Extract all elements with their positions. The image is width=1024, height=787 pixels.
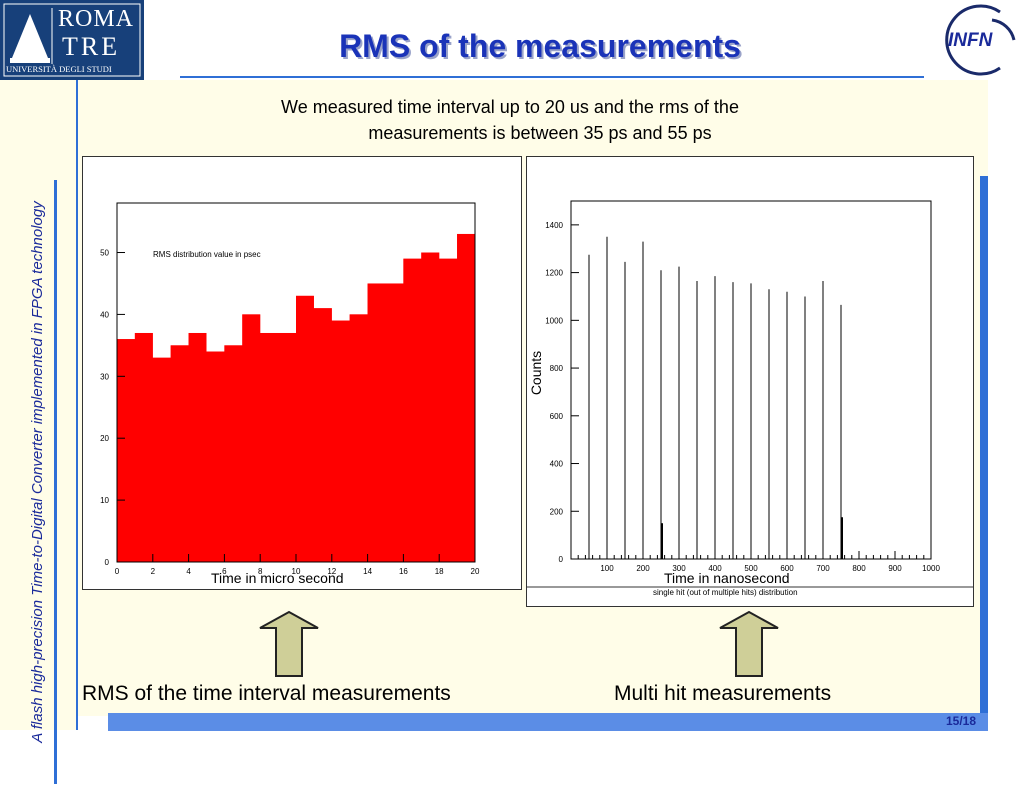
right-chart-ylabel: Counts [528, 350, 544, 396]
x-tick-label: 500 [744, 564, 758, 573]
histogram-bar [134, 332, 153, 562]
histogram-bar [278, 332, 296, 562]
rms-histogram: 0 10 20 30 40 50 0 2 4 6 8 10 12 14 16 18 20 RMS distribu… [100, 202, 480, 576]
histogram-bar [331, 320, 350, 562]
sidebar-title: A flash high-precision Time-to-Digital C… [29, 201, 46, 743]
title-underline [180, 76, 924, 78]
x-tick-label: 200 [636, 564, 650, 573]
histogram-bar [367, 283, 386, 562]
logo-tre-text: TRE [62, 32, 121, 61]
footer-bar: 15/18 [108, 713, 988, 731]
histogram-bar [188, 332, 207, 562]
right-chart-xlabel: Time in nanosecond [664, 570, 790, 586]
x-tick-label: 12 [327, 567, 336, 576]
histogram-bar [224, 345, 243, 562]
slide-subtitle: We measured time interval up to 20 us an… [190, 94, 830, 146]
x-tick-label: 14 [363, 567, 372, 576]
y-tick-label: 1400 [545, 221, 563, 230]
y-tick-label: 1200 [545, 269, 563, 278]
x-tick-label: 1000 [922, 564, 940, 573]
right-chart-frame: 0 200 400 600 800 1000 1200 1400 100 200 300 400 500… [526, 156, 974, 607]
y-tick-label: 40 [100, 310, 109, 319]
y-tick-label: 20 [100, 434, 109, 443]
histogram-bar [385, 283, 404, 562]
y-tick-label: 10 [100, 496, 109, 505]
chart-annotation: single hit (out of multiple hits) distri… [653, 588, 798, 597]
subtitle-line-2: measurements is between 35 ps and 55 ps [368, 123, 712, 143]
chart-annotation: RMS distribution value in psec [153, 250, 261, 259]
y-tick-label: 50 [100, 249, 109, 258]
y-tick-label: 200 [550, 507, 564, 516]
logo-roma-text: ROMA [58, 6, 135, 32]
histogram-bar [170, 345, 189, 562]
y-tick-label: 1000 [545, 316, 563, 325]
histogram-bar [206, 351, 225, 562]
sidebar-rule [54, 180, 57, 784]
right-up-arrow [719, 610, 779, 677]
infn-text: INFN [948, 30, 993, 51]
histogram-bar [313, 308, 332, 562]
x-tick-label: 600 [780, 564, 794, 573]
x-tick-label: 0 [115, 567, 120, 576]
x-tick-label: 700 [816, 564, 830, 573]
x-tick-label: 6 [222, 567, 227, 576]
sidebar: A flash high-precision Time-to-Digital C… [0, 80, 78, 784]
left-caption: RMS of the time interval measurements [82, 682, 451, 705]
histogram-bar [439, 258, 458, 562]
histogram-bar [117, 339, 135, 562]
y-tick-label: 800 [550, 364, 564, 373]
histogram-bar [152, 357, 171, 562]
x-tick-label: 8 [258, 567, 263, 576]
x-tick-label: 4 [186, 567, 191, 576]
x-tick-label: 400 [708, 564, 722, 573]
x-tick-label: 300 [672, 564, 686, 573]
page-number: 15/18 [945, 714, 976, 728]
y-tick-label: 0 [105, 558, 110, 567]
histogram-bar [457, 233, 475, 562]
x-tick-label: 16 [399, 567, 408, 576]
left-up-arrow [259, 610, 319, 677]
infn-logo: INFN [930, 0, 1024, 80]
histogram-bar [421, 252, 440, 562]
roma-tre-logo: ROMA TRE UNIVERSITÀ DEGLI STUDI [0, 0, 144, 80]
x-tick-label: 20 [471, 567, 480, 576]
multihit-histogram: 0 200 400 600 800 1000 1200 1400 100 200 300 400 500… [527, 200, 973, 597]
histogram-bar [242, 314, 261, 562]
content-shadow-right [980, 176, 988, 716]
right-caption: Multi hit measurements [614, 682, 832, 705]
histogram-bar [403, 258, 422, 562]
y-tick-label: 600 [550, 412, 564, 421]
y-tick-label: 400 [550, 460, 564, 469]
x-tick-label: 2 [151, 567, 156, 576]
histogram-bar [296, 295, 314, 562]
subtitle-line-1: We measured time interval up to 20 us an… [281, 97, 739, 117]
slide-title: RMS of the measurements [339, 28, 741, 64]
left-chart-frame: 0 10 20 30 40 50 0 2 4 6 8 10 12 14 16 18 20 RMS distribu… [82, 156, 522, 590]
x-tick-label: 18 [435, 567, 444, 576]
histogram-bar [260, 332, 279, 562]
left-chart-xlabel: Time in micro second [211, 570, 344, 586]
y-tick-label: 0 [559, 555, 564, 564]
logo-university-text: UNIVERSITÀ DEGLI STUDI [6, 64, 112, 74]
x-tick-label: 900 [888, 564, 902, 573]
y-tick-label: 30 [100, 372, 109, 381]
histogram-bar [349, 314, 368, 562]
x-tick-label: 800 [852, 564, 866, 573]
x-tick-label: 10 [292, 567, 301, 576]
x-tick-label: 100 [600, 564, 614, 573]
